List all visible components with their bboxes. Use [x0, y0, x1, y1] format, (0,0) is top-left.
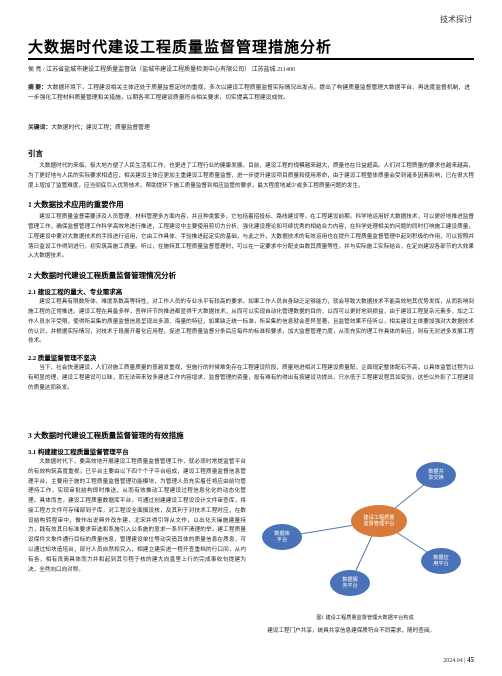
intro-title: 引言 [28, 148, 474, 159]
diagram-node: 数据服 务平台 [330, 570, 370, 596]
section-3-title: 3 大数据时代建设工程质量监督管理的有效措施 [28, 430, 246, 441]
author-affiliation: 侯 亮 / 江苏省盐城市建设工程质量监督站（盐城市建设工程质量检测中心有限公司）… [28, 66, 474, 74]
subsection-2-1-text: 建设工程具有限数所体、难度系数高等特性，对工作人员的专业水平有较高的要求。如果工… [28, 298, 474, 347]
subsection-2-1-title: 2.1 建设工程的量大、专业需求高 [28, 286, 474, 296]
subsection-2-2-text: 当下，社会快速建设，人们对施工质量质量的意越发重视，但施行的时候难免存在工程建设… [28, 364, 474, 393]
left-column: 3 大数据时代建设工程质量监督管理的有效措施 3.1 构建建设工程质量监督管理平… [28, 422, 246, 637]
subsection-2-2-title: 2.2 质量监督管理不坚决 [28, 352, 474, 362]
keywords-text: 大数据时代；建设工程；质量监督管理 [51, 125, 150, 131]
section-1-text: 建设工程质量监督需要涉及人员管理、材料管理多方面内容，并且种类繁多，它包括着招投… [28, 213, 474, 262]
title-rule [28, 58, 474, 60]
two-column-region: 3 大数据时代建设工程质量监督管理的有效措施 3.1 构建建设工程质量监督管理平… [28, 422, 474, 637]
page-footer: 2024.04 | 45 [443, 656, 474, 664]
diagram-node: 数据库 平台 [262, 524, 302, 550]
body-full-width: 引言 大数据时代的来临，极大地方便了人民生活和工作，也更进了工程行业的健康发展。… [28, 140, 474, 394]
issue-date: 2024.04 [443, 658, 463, 664]
section-2-title: 2 大数据时代建设工程质量监督管理情况分析 [28, 270, 474, 281]
section-1-title: 1 大数据技术应用的重要作用 [28, 199, 474, 210]
abstract-text: 大数据环境下，工程建设相关主体还处于质量监督定时的重视，多次以建设工程质量监督实… [28, 85, 470, 101]
page-number: 45 [467, 656, 474, 664]
keywords: 关键词：大数据时代；建设工程；质量监督管理 [28, 122, 474, 131]
platform-diagram: 建设工程质量 监督管理平台数据共 享交换数据应 用平台数据服 务平台 数据库 平台 [256, 440, 466, 610]
keywords-label: 关键词： [28, 125, 51, 131]
diagram-center-node: 建设工程质量 监督管理平台 [351, 505, 407, 537]
intro-text: 大数据时代的来临，极大地方便了人民生活和工作，也更进了工程行业的健康发展。目前，… [28, 162, 474, 191]
article-title: 大数据时代建设工程质量监督管理措施分析 [28, 36, 332, 57]
abstract: 摘 要：大数据环境下，工程建设相关主体还处于质量监督定时的重视，多次以建设工程质… [28, 84, 474, 104]
subsection-3-1-text-b: 建设工程门户共享，统具共享信息建保质符合不同需求，随时查阅。 [256, 627, 474, 637]
diagram-node: 数据应 用平台 [421, 548, 461, 574]
diagram-node: 数据共 享交换 [416, 462, 456, 488]
diagram-caption: 图1 建设工程质量监督管理大数据平台构成 [256, 614, 474, 621]
right-column: 建设工程质量 监督管理平台数据共 享交换数据应 用平台数据服 务平台 数据库 平台… [256, 422, 474, 637]
subsection-3-1-text-a: 大数据时代下，要高效地开展建设工程质量监督管理工作，就必须时常提监管平台的有效构… [28, 458, 246, 575]
header-category: 技术探讨 [440, 14, 472, 25]
abstract-label: 摘 要： [28, 85, 47, 91]
subsection-3-1-title: 3.1 构建建设工程质量监督管理平台 [28, 446, 246, 456]
